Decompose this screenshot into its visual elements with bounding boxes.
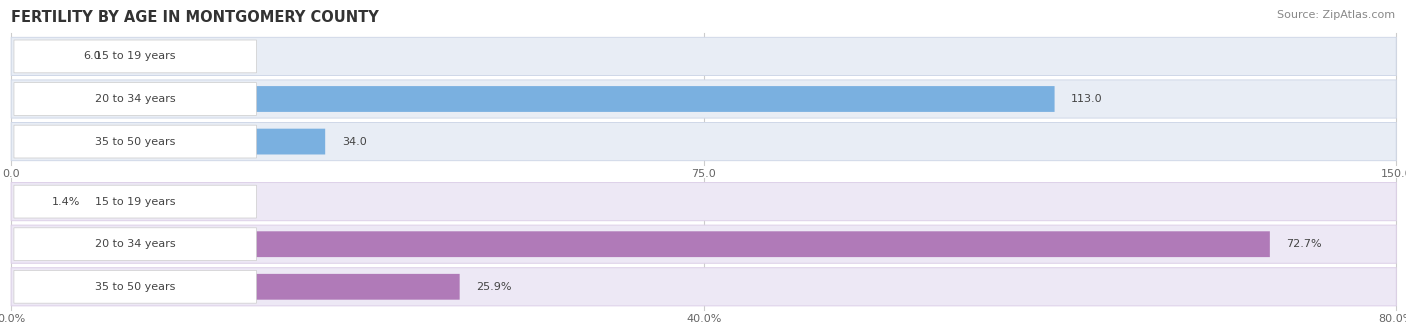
Text: 1.4%: 1.4% <box>52 197 80 207</box>
Text: 15 to 19 years: 15 to 19 years <box>96 197 176 207</box>
FancyBboxPatch shape <box>14 228 256 261</box>
Text: 113.0: 113.0 <box>1071 94 1102 104</box>
FancyBboxPatch shape <box>11 268 1396 306</box>
Text: 34.0: 34.0 <box>342 137 367 147</box>
FancyBboxPatch shape <box>217 129 325 154</box>
Text: 35 to 50 years: 35 to 50 years <box>96 282 176 292</box>
Text: 15 to 19 years: 15 to 19 years <box>96 51 176 61</box>
FancyBboxPatch shape <box>11 37 1396 76</box>
Text: 6.0: 6.0 <box>83 51 101 61</box>
Text: 35 to 50 years: 35 to 50 years <box>96 137 176 147</box>
Text: 72.7%: 72.7% <box>1286 239 1322 249</box>
FancyBboxPatch shape <box>11 122 1396 161</box>
FancyBboxPatch shape <box>11 80 1396 118</box>
FancyBboxPatch shape <box>14 185 256 218</box>
Text: 20 to 34 years: 20 to 34 years <box>94 94 176 104</box>
FancyBboxPatch shape <box>14 270 256 303</box>
FancyBboxPatch shape <box>14 82 256 116</box>
Text: 20 to 34 years: 20 to 34 years <box>94 239 176 249</box>
FancyBboxPatch shape <box>217 231 1270 257</box>
FancyBboxPatch shape <box>14 40 256 73</box>
FancyBboxPatch shape <box>11 182 1396 221</box>
Text: Source: ZipAtlas.com: Source: ZipAtlas.com <box>1277 10 1395 20</box>
FancyBboxPatch shape <box>14 125 256 158</box>
FancyBboxPatch shape <box>217 274 460 300</box>
Text: FERTILITY BY AGE IN MONTGOMERY COUNTY: FERTILITY BY AGE IN MONTGOMERY COUNTY <box>11 10 380 25</box>
FancyBboxPatch shape <box>217 86 1054 112</box>
Text: 25.9%: 25.9% <box>477 282 512 292</box>
FancyBboxPatch shape <box>11 225 1396 263</box>
